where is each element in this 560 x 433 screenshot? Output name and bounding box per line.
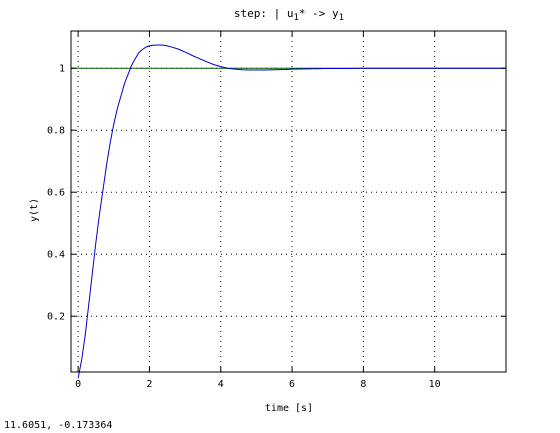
chart-title-prefix: step: | u <box>234 7 294 20</box>
x-tick-label: 0 <box>75 379 81 390</box>
series-layer <box>71 44 506 379</box>
y-axis-label: y(t) <box>29 198 40 222</box>
x-tick-label: 4 <box>218 379 224 390</box>
chart-title-sub-2: 1 <box>339 13 344 23</box>
x-axis-label: time [s] <box>265 403 313 414</box>
plot-area-background <box>71 31 506 372</box>
chart-title: step: | u1* -> y1 <box>234 7 344 23</box>
x-tick-label: 10 <box>429 379 441 390</box>
x-tick-label: 8 <box>360 379 366 390</box>
y-tick-label: 0.6 <box>47 188 65 199</box>
chart-title-middle: * -> y <box>299 7 339 20</box>
grid-layer <box>71 31 506 372</box>
tick-layer <box>71 31 506 372</box>
chart-title-sub-1: 1 <box>294 13 299 23</box>
y-tick-label: 0.4 <box>47 250 65 261</box>
y-tick-label: 0.2 <box>47 312 65 323</box>
x-tick-label: 6 <box>289 379 295 390</box>
label-layer: 0 2 4 6 8 10 0.2 0.4 0.6 0.8 1 <box>47 64 441 390</box>
plot-frame <box>70 30 507 373</box>
x-tick-label: 2 <box>146 379 152 390</box>
step-response-line <box>77 44 506 379</box>
cursor-coordinate-readout: 11.6051, -0.173364 <box>4 420 113 431</box>
y-tick-label: 1 <box>59 64 65 75</box>
y-tick-label: 0.8 <box>47 126 65 137</box>
